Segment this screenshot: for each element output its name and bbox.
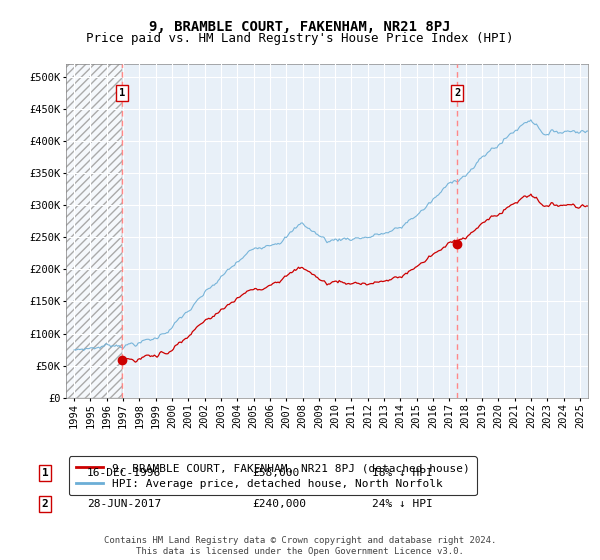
Legend: 9, BRAMBLE COURT, FAKENHAM, NR21 8PJ (detached house), HPI: Average price, detac: 9, BRAMBLE COURT, FAKENHAM, NR21 8PJ (de… xyxy=(69,456,476,496)
Text: 9, BRAMBLE COURT, FAKENHAM, NR21 8PJ: 9, BRAMBLE COURT, FAKENHAM, NR21 8PJ xyxy=(149,20,451,34)
Text: Price paid vs. HM Land Registry's House Price Index (HPI): Price paid vs. HM Land Registry's House … xyxy=(86,32,514,45)
Bar xyxy=(66,64,122,398)
Text: 28-JUN-2017: 28-JUN-2017 xyxy=(87,499,161,509)
Text: £240,000: £240,000 xyxy=(252,499,306,509)
Text: 1: 1 xyxy=(41,468,49,478)
Text: 2: 2 xyxy=(41,499,49,509)
Text: 2: 2 xyxy=(454,88,460,98)
Text: 24% ↓ HPI: 24% ↓ HPI xyxy=(372,499,433,509)
Text: 16-DEC-1996: 16-DEC-1996 xyxy=(87,468,161,478)
Text: Contains HM Land Registry data © Crown copyright and database right 2024.
This d: Contains HM Land Registry data © Crown c… xyxy=(104,536,496,556)
Text: £58,000: £58,000 xyxy=(252,468,299,478)
Text: 18% ↓ HPI: 18% ↓ HPI xyxy=(372,468,433,478)
Text: 1: 1 xyxy=(119,88,125,98)
Bar xyxy=(66,64,122,398)
